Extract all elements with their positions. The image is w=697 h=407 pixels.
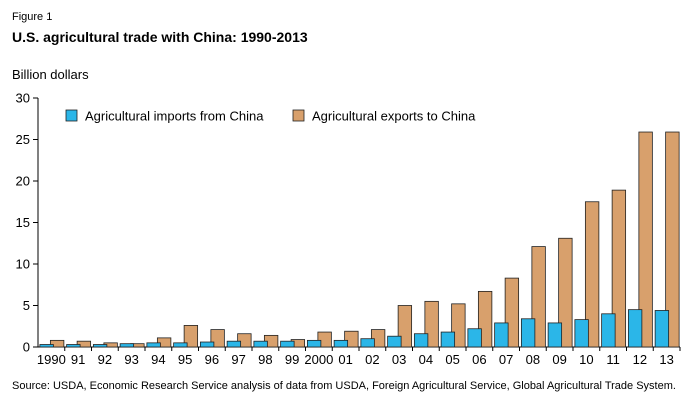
- x-tick-label: 09: [552, 352, 566, 367]
- x-tick-label: 97: [231, 352, 245, 367]
- x-tick-label: 04: [419, 352, 433, 367]
- source-note: Source: USDA, Economic Research Service …: [12, 380, 676, 392]
- x-tick-label: 92: [98, 352, 112, 367]
- x-tick-label: 01: [338, 352, 352, 367]
- import-bar: [280, 340, 295, 348]
- x-tick-label: 02: [365, 352, 379, 367]
- x-tick-label: 1990: [37, 352, 66, 367]
- import-bar: [333, 339, 349, 348]
- export-bar: [183, 325, 199, 348]
- import-bar: [440, 331, 456, 348]
- import-bar: [226, 340, 242, 348]
- x-tick-label: 03: [392, 352, 406, 367]
- x-tick-label: 05: [445, 352, 459, 367]
- x-tick-label: 99: [285, 352, 299, 367]
- y-tick-label: 30: [16, 91, 30, 106]
- x-tick-label: 93: [124, 352, 138, 367]
- export-bar: [584, 201, 600, 348]
- y-tick-label: 10: [16, 257, 30, 272]
- y-tick-label: 0: [23, 340, 30, 355]
- import-bar: [601, 313, 616, 348]
- import-bar: [173, 342, 188, 348]
- figure-label: Figure 1: [12, 11, 53, 23]
- export-bar: [665, 131, 680, 348]
- y-tick-label: 5: [23, 298, 30, 313]
- import-bar: [66, 344, 81, 348]
- x-tick-label: 95: [178, 352, 192, 367]
- export-bar: [638, 131, 653, 348]
- import-bar: [387, 335, 402, 348]
- x-tick-label: 91: [71, 352, 85, 367]
- x-tick-label: 96: [205, 352, 219, 367]
- import-bar: [627, 309, 643, 348]
- x-tick-label: 07: [499, 352, 513, 367]
- export-bar: [76, 340, 92, 348]
- import-bar: [574, 319, 589, 348]
- import-bar: [413, 333, 429, 348]
- x-tick-label: 13: [659, 352, 673, 367]
- legend-swatch-imports: [65, 109, 78, 122]
- y-tick-label: 20: [16, 174, 30, 189]
- legend-swatch-exports: [292, 109, 305, 122]
- y-axis-label: Billion dollars: [12, 67, 89, 82]
- legend-label-imports: Agricultural imports from China: [85, 109, 264, 124]
- import-bar: [306, 339, 322, 348]
- x-tick-label: 98: [258, 352, 272, 367]
- import-bar: [520, 318, 536, 348]
- y-tick-label: 15: [16, 215, 30, 230]
- import-bar: [253, 340, 268, 348]
- import-bar: [467, 328, 482, 348]
- import-bar: [92, 344, 108, 348]
- export-bar: [558, 237, 573, 348]
- x-tick-label: 10: [579, 352, 593, 367]
- export-bar: [611, 189, 627, 348]
- legend-label-exports: Agricultural exports to China: [312, 109, 476, 124]
- import-bar: [654, 310, 670, 348]
- x-tick-label: 11: [606, 352, 620, 367]
- import-bar: [199, 341, 215, 348]
- import-bar: [547, 322, 563, 348]
- x-tick-label: 08: [526, 352, 540, 367]
- chart-title: U.S. agricultural trade with China: 1990…: [12, 29, 308, 45]
- y-tick-label: 25: [16, 132, 30, 147]
- x-tick-label: 12: [633, 352, 647, 367]
- import-bar: [146, 342, 161, 348]
- import-bar: [39, 344, 54, 348]
- import-bar: [494, 322, 509, 348]
- x-tick-label: 2000: [304, 352, 333, 367]
- export-bar: [156, 337, 172, 348]
- x-tick-label: 94: [151, 352, 165, 367]
- import-bar: [119, 343, 135, 348]
- import-bar: [360, 338, 375, 348]
- x-tick-label: 06: [472, 352, 486, 367]
- export-bar: [49, 339, 65, 348]
